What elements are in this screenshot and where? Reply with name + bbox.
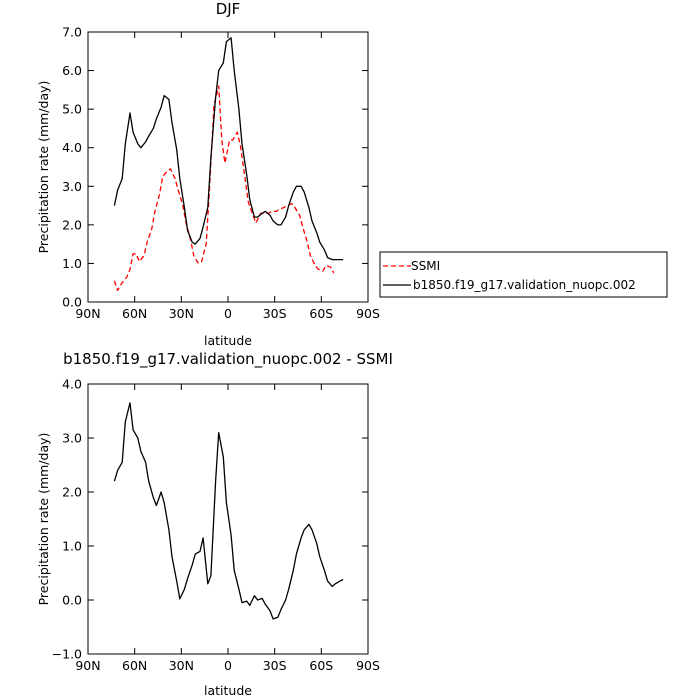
- chart-top-y-tick-label: 7.0: [62, 25, 82, 40]
- chart-bottom-x-tick-label: 60S: [309, 658, 333, 673]
- chart-top-x-tick-label: 0: [224, 306, 232, 321]
- chart-top-y-tick-label: 4.0: [62, 140, 82, 155]
- chart-bottom-x-tick-label: 30S: [263, 658, 287, 673]
- chart-top-ylabel: Precipitation rate (mm/day): [36, 81, 51, 254]
- chart-top-x-tick-label: 30S: [263, 306, 287, 321]
- chart-bottom-x-tick-label: 90N: [75, 658, 100, 673]
- chart-bottom-xlabel: latitude: [204, 683, 252, 698]
- chart-top-y-tick-label: 2.0: [62, 217, 82, 232]
- chart-top-series-b1850-f19-g17-validation-nuopc-002-line: [113, 37, 344, 261]
- chart-top-x-ticks: 90N 60N 30N 0 30S 60S 90S: [75, 32, 380, 321]
- chart-bottom-y-tick-label: 4.0: [62, 377, 82, 392]
- chart-top-x-tick-label: 90N: [75, 306, 100, 321]
- chart-bottom-x-tick-label: 60N: [122, 658, 147, 673]
- chart-bottom-x-tick-label: 30N: [169, 658, 194, 673]
- chart-bottom-y-tick-label: 3.0: [62, 431, 82, 446]
- chart-top-xlabel: latitude: [204, 333, 252, 348]
- chart-top-y-tick-label: 1.0: [62, 256, 82, 271]
- chart-bottom-x-ticks: 90N 60N 30N 0 30S 60S 90S: [75, 384, 380, 673]
- chart-top-y-tick-label: 6.0: [62, 63, 82, 78]
- legend-model-label: b1850.f19_g17.validation_nuopc.002: [413, 278, 636, 292]
- legend-ssmi-label: SSMI: [411, 259, 440, 273]
- chart-top-series: [113, 37, 344, 292]
- chart-bottom-title: b1850.f19_g17.validation_nuopc.002 - SSM…: [63, 350, 393, 369]
- chart-top-series-ssmi-line: [113, 85, 335, 292]
- chart-bottom-y-tick-label: −1.0: [52, 647, 82, 662]
- chart-bottom-y-tick-label: 2.0: [62, 485, 82, 500]
- chart-top-frame: [87, 31, 369, 303]
- chart-top-y-tick-label: 0.0: [62, 295, 82, 310]
- chart-bottom-y-tick-label: 1.0: [62, 539, 82, 554]
- chart-bottom-series: [113, 402, 344, 620]
- chart-top-y-tick-label: 5.0: [62, 102, 82, 117]
- chart-top-x-tick-label: 90S: [356, 306, 380, 321]
- chart-bottom-y-tick-label: 0.0: [62, 593, 82, 608]
- chart-bottom-x-tick-label: 90S: [356, 658, 380, 673]
- legend-box: [379, 251, 668, 298]
- chart-top-title: DJF: [216, 0, 241, 18]
- chart-top-precipitation: DJF 0.0 1.0 2.0 3.0 4.0 5.0 6.0 7.0 90N 60N 30N 0 3…: [36, 0, 668, 348]
- chart-bottom-y-ticks: −1.0 0.0 1.0 2.0 3.0 4.0: [52, 377, 368, 662]
- chart-bottom-series-difference-line: [113, 402, 344, 620]
- chart-bottom-frame: [87, 383, 369, 655]
- chart-bottom-ylabel: Precipitation rate (mm/day): [36, 433, 51, 606]
- chart-top-x-tick-label: 60N: [122, 306, 147, 321]
- chart-top-x-tick-label: 30N: [169, 306, 194, 321]
- chart-top-y-tick-label: 3.0: [62, 179, 82, 194]
- chart-bottom-x-tick-label: 0: [224, 658, 232, 673]
- chart-top-x-tick-label: 60S: [309, 306, 333, 321]
- chart-bottom-difference: b1850.f19_g17.validation_nuopc.002 - SSM…: [36, 350, 393, 698]
- chart-top-legend: SSMI b1850.f19_g17.validation_nuopc.002: [379, 251, 668, 298]
- chart-top-y-ticks: 0.0 1.0 2.0 3.0 4.0 5.0 6.0 7.0: [62, 25, 368, 310]
